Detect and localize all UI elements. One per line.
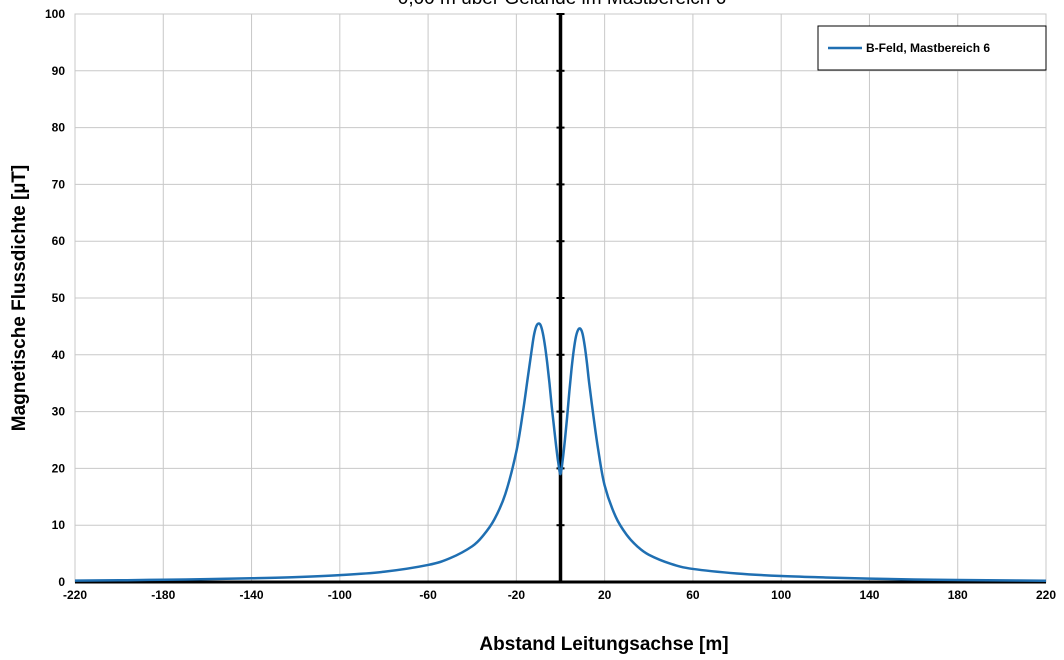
series-line-0 [74,322,1047,582]
x-tick-label: 60 [686,588,700,602]
x-tick-label: -220 [63,588,87,602]
axes [75,13,1046,584]
x-tick-label: 20 [598,588,612,602]
y-tick-label: 70 [52,177,66,191]
y-axis-title: Magnetische Flussdichte [µT] [9,165,30,431]
x-tick-label: -100 [328,588,352,602]
y-tick-label: 0 [58,575,65,589]
x-tick-label: -180 [151,588,175,602]
y-tick-label: 80 [52,121,66,135]
x-tick-label: 180 [948,588,968,602]
y-tick-label: 40 [52,348,66,362]
x-tick-label: 140 [859,588,879,602]
y-tick-label: 100 [45,7,65,21]
series-lines [74,322,1047,582]
y-tick-label: 90 [52,64,66,78]
legend: B-Feld, Mastbereich 6 [817,25,1047,71]
legend-label: B-Feld, Mastbereich 6 [866,41,990,55]
y-tick-label: 30 [52,405,66,419]
x-tick-label: 220 [1036,588,1056,602]
x-tick-label: -60 [419,588,437,602]
y-tick-labels: 0 10 20 30 40 50 60 70 80 90 100 [45,7,65,589]
y-tick-label: 60 [52,234,66,248]
x-tick-label: -140 [240,588,264,602]
x-axis-title: Abstand Leitungsachse [m] [479,634,728,655]
x-tick-label: 100 [771,588,791,602]
title-group: 0,00 m über Gelände im Mastbereich 6 [398,0,726,9]
chart-title: 0,00 m über Gelände im Mastbereich 6 [398,0,726,9]
y-tick-label: 20 [52,461,66,475]
x-tick-label: -20 [508,588,526,602]
y-tick-label: 10 [52,518,66,532]
x-tick-labels: -220 -180 -140 -100 -60 -20 20 60 100 140 180 220 [63,588,1056,602]
y-tick-label: 50 [52,291,66,305]
